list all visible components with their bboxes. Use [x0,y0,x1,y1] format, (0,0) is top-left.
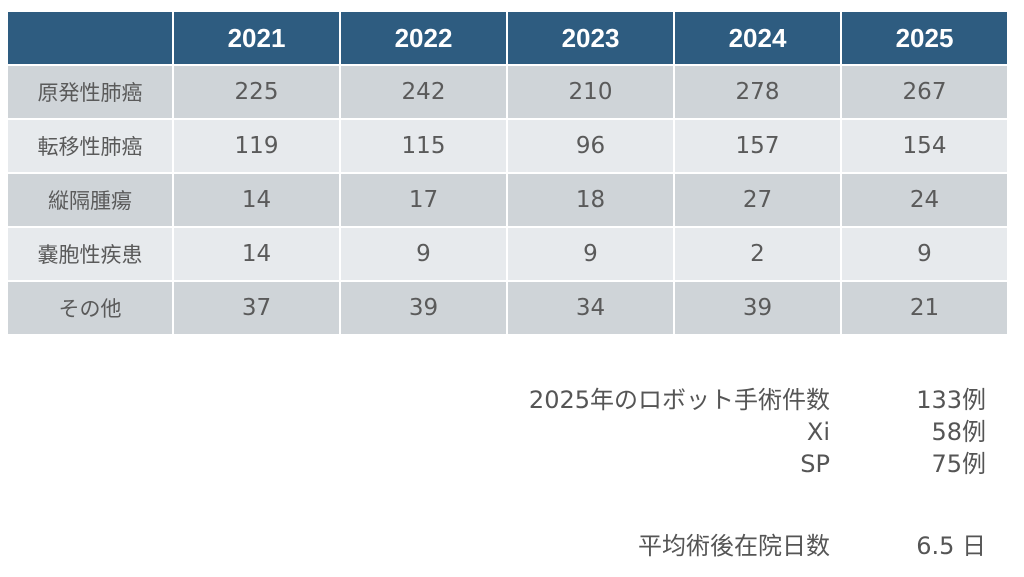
table-cell: 2 [673,226,842,282]
table-cell: 225 [172,64,341,120]
year-header-2021: 2021 [172,10,341,66]
sp-value: 75例 [931,450,986,478]
table-cell: 157 [673,118,842,174]
surgery-count-table: 2021 2022 2023 2024 2025 原発性肺癌 225 242 2… [6,10,1009,336]
table-cell: 17 [339,172,508,228]
robot-surgery-label: 2025年のロボット手術件数 [528,386,830,414]
row-label: 縦隔腫瘍 [6,172,174,228]
table-cell: 34 [506,280,675,336]
row-label: 転移性肺癌 [6,118,174,174]
xi-label: Xi [806,418,830,446]
table-cell: 27 [673,172,842,228]
table-row: 原発性肺癌 225 242 210 278 267 [6,64,1009,120]
table-cell: 154 [840,118,1009,174]
xi-row: Xi 58例 [430,416,990,448]
sp-label: SP [800,450,830,478]
postop-stay-label: 平均術後在院日数 [638,532,830,560]
table-cell: 278 [673,64,842,120]
postop-stay-value: 6.5 日 [916,532,986,560]
table-cell: 119 [172,118,341,174]
table-cell: 21 [840,280,1009,336]
robot-surgery-row: 2025年のロボット手術件数 133例 [430,384,990,416]
robot-surgery-value: 133例 [916,386,986,414]
summary-block: 2025年のロボット手術件数 133例 Xi 58例 SP 75例 平均術後在院… [430,384,990,562]
year-header-2024: 2024 [673,10,842,66]
table-cell: 9 [840,226,1009,282]
table-cell: 210 [506,64,675,120]
table-cell: 14 [172,172,341,228]
table-cell: 18 [506,172,675,228]
postop-stay-row: 平均術後在院日数 6.5 日 [430,530,990,562]
row-label: 嚢胞性疾患 [6,226,174,282]
table-header-row: 2021 2022 2023 2024 2025 [6,10,1009,66]
table-cell: 39 [673,280,842,336]
row-label: その他 [6,280,174,336]
xi-value: 58例 [931,418,986,446]
table-cell: 39 [339,280,508,336]
table-cell: 242 [339,64,508,120]
year-header-2023: 2023 [506,10,675,66]
table-row: 嚢胞性疾患 14 9 9 2 9 [6,226,1009,282]
row-label: 原発性肺癌 [6,64,174,120]
table-cell: 267 [840,64,1009,120]
table-cell: 24 [840,172,1009,228]
table-cell: 37 [172,280,341,336]
table-cell: 9 [506,226,675,282]
header-corner-cell [6,10,174,66]
year-header-2022: 2022 [339,10,508,66]
table-cell: 96 [506,118,675,174]
year-header-2025: 2025 [840,10,1009,66]
sp-row: SP 75例 [430,448,990,480]
table-row: 転移性肺癌 119 115 96 157 154 [6,118,1009,174]
table-row: その他 37 39 34 39 21 [6,280,1009,336]
table-cell: 115 [339,118,508,174]
table-cell: 14 [172,226,341,282]
table-cell: 9 [339,226,508,282]
table-row: 縦隔腫瘍 14 17 18 27 24 [6,172,1009,228]
